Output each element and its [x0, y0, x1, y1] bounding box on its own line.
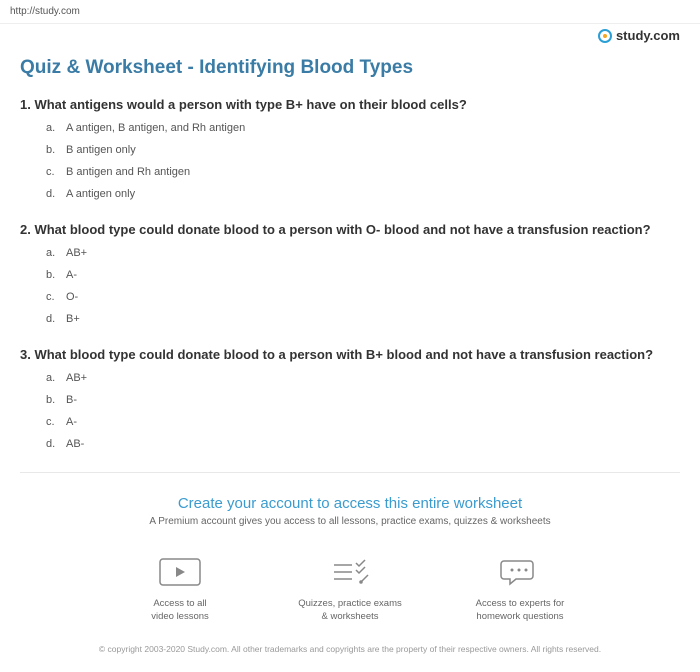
- benefit-text: Access to experts forhomework questions: [460, 598, 580, 624]
- logo-text: study.com: [616, 28, 680, 43]
- site-logo[interactable]: study.com: [598, 28, 680, 43]
- copyright-text: © copyright 2003-2020 Study.com. All oth…: [0, 636, 700, 672]
- benefit-video: Access to allvideo lessons: [120, 557, 240, 624]
- page-title: Quiz & Worksheet - Identifying Blood Typ…: [0, 45, 700, 97]
- choice-letter: a.: [46, 372, 66, 384]
- cta-title[interactable]: Create your account to access this entir…: [20, 495, 680, 512]
- choice[interactable]: c.A-: [46, 416, 680, 428]
- cta-section: Create your account to access this entir…: [0, 491, 700, 539]
- choice-letter: a.: [46, 247, 66, 259]
- choice[interactable]: b.B-: [46, 394, 680, 406]
- question-text: 1. What antigens would a person with typ…: [20, 97, 680, 112]
- choice-text: B+: [66, 313, 80, 325]
- choice-letter: c.: [46, 291, 66, 303]
- choices: a.AB+b.B-c.A-d.AB-: [20, 372, 680, 450]
- question: 1. What antigens would a person with typ…: [20, 97, 680, 200]
- choices: a.A antigen, B antigen, and Rh antigenb.…: [20, 122, 680, 200]
- choice-letter: d.: [46, 188, 66, 200]
- choice[interactable]: a.A antigen, B antigen, and Rh antigen: [46, 122, 680, 134]
- video-icon: [158, 557, 202, 587]
- benefit-quizzes: Quizzes, practice exams& worksheets: [290, 557, 410, 624]
- question: 3. What blood type could donate blood to…: [20, 347, 680, 450]
- choice-letter: b.: [46, 394, 66, 406]
- checklist-icon: [328, 557, 372, 587]
- choice-text: B-: [66, 394, 77, 406]
- choice-text: B antigen only: [66, 144, 136, 156]
- choice[interactable]: d.AB-: [46, 438, 680, 450]
- choice-text: AB-: [66, 438, 84, 450]
- question-text: 2. What blood type could donate blood to…: [20, 222, 680, 237]
- choice-letter: c.: [46, 416, 66, 428]
- choice-text: A antigen, B antigen, and Rh antigen: [66, 122, 245, 134]
- choices: a.AB+b.A-c.O-d.B+: [20, 247, 680, 325]
- choice[interactable]: a.AB+: [46, 247, 680, 259]
- choice-text: AB+: [66, 372, 87, 384]
- choice[interactable]: d.A antigen only: [46, 188, 680, 200]
- choice-letter: b.: [46, 269, 66, 281]
- choice-letter: d.: [46, 313, 66, 325]
- cta-subtitle: A Premium account gives you access to al…: [20, 516, 680, 527]
- choice[interactable]: d.B+: [46, 313, 680, 325]
- benefits-row: Access to allvideo lessons Quizzes, prac…: [0, 539, 700, 636]
- divider: [20, 472, 680, 473]
- benefit-text: Quizzes, practice exams& worksheets: [290, 598, 410, 624]
- choice-letter: d.: [46, 438, 66, 450]
- choice[interactable]: c.O-: [46, 291, 680, 303]
- question: 2. What blood type could donate blood to…: [20, 222, 680, 325]
- choice[interactable]: b.A-: [46, 269, 680, 281]
- benefit-experts: Access to experts forhomework questions: [460, 557, 580, 624]
- choice-text: B antigen and Rh antigen: [66, 166, 190, 178]
- choice-text: A-: [66, 269, 77, 281]
- url-bar: http://study.com: [0, 0, 700, 24]
- choice[interactable]: a.AB+: [46, 372, 680, 384]
- header: study.com: [0, 24, 700, 45]
- question-text: 3. What blood type could donate blood to…: [20, 347, 680, 362]
- questions-list: 1. What antigens would a person with typ…: [0, 97, 700, 450]
- choice-text: A-: [66, 416, 77, 428]
- choice-text: AB+: [66, 247, 87, 259]
- chat-icon: [498, 557, 542, 587]
- benefit-text: Access to allvideo lessons: [120, 598, 240, 624]
- choice-letter: b.: [46, 144, 66, 156]
- choice-text: O-: [66, 291, 78, 303]
- choice[interactable]: b.B antigen only: [46, 144, 680, 156]
- choice-text: A antigen only: [66, 188, 135, 200]
- choice-letter: c.: [46, 166, 66, 178]
- choice-letter: a.: [46, 122, 66, 134]
- logo-icon: [598, 29, 612, 43]
- choice[interactable]: c.B antigen and Rh antigen: [46, 166, 680, 178]
